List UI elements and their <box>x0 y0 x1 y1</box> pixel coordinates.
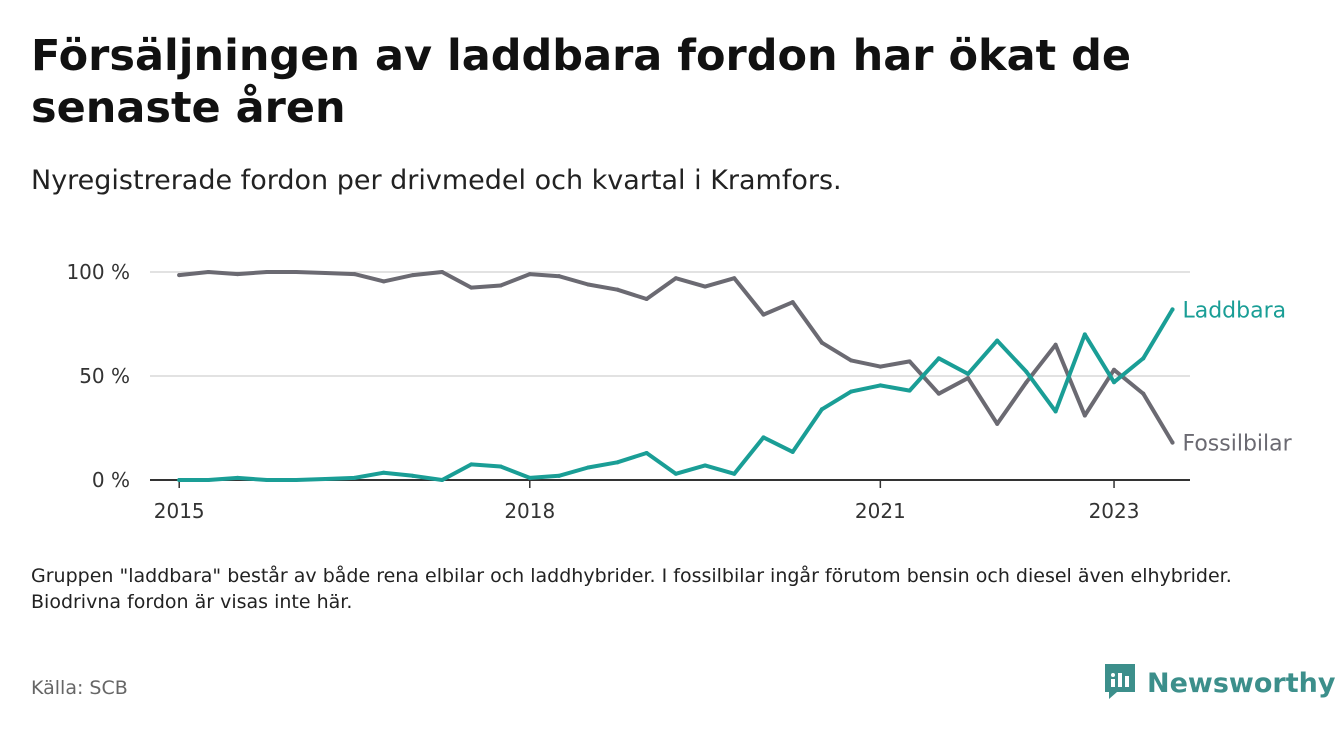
data-point <box>235 475 240 480</box>
data-point <box>323 476 328 481</box>
data-point <box>761 435 766 440</box>
data-point <box>381 279 386 284</box>
data-point <box>498 464 503 469</box>
data-point <box>469 285 474 290</box>
chart-note: Gruppen "laddbara" består av både rena e… <box>31 565 1232 613</box>
data-point <box>1112 367 1117 372</box>
chart-title: Försäljningen av laddbara fordon har öka… <box>31 31 1132 133</box>
data-point <box>586 465 591 470</box>
y-axis-ticks: 0 % 50 % 100 % <box>66 260 130 492</box>
fossilbilar-line <box>177 270 1175 445</box>
data-point <box>732 276 737 281</box>
data-point <box>673 276 678 281</box>
data-point <box>790 300 795 305</box>
data-point <box>352 475 357 480</box>
label-laddbara: Laddbara <box>1182 298 1286 323</box>
data-point <box>1141 356 1146 361</box>
data-point <box>878 364 883 369</box>
data-point <box>1112 380 1117 385</box>
data-point <box>849 358 854 363</box>
data-point <box>849 389 854 394</box>
data-point <box>1082 332 1087 337</box>
data-point <box>177 478 182 482</box>
data-point <box>527 272 532 277</box>
data-point <box>294 478 299 482</box>
x-tick-label: 2023 <box>1089 499 1140 523</box>
data-point <box>498 283 503 288</box>
data-point <box>1024 369 1029 374</box>
data-point <box>527 475 532 480</box>
data-point <box>1082 413 1087 418</box>
data-point <box>294 270 299 274</box>
data-point <box>1053 409 1058 414</box>
data-point <box>235 272 240 277</box>
laddbara-line <box>177 307 1175 482</box>
data-point <box>644 297 649 302</box>
data-point <box>878 383 883 388</box>
data-point <box>586 282 591 287</box>
series-lines <box>177 270 1175 482</box>
data-point <box>819 407 824 412</box>
y-tick-label: 50 % <box>79 364 130 388</box>
data-point <box>177 273 182 278</box>
data-point <box>761 312 766 317</box>
source-text: Källa: SCB <box>31 677 128 699</box>
y-tick-label: 0 % <box>92 468 130 492</box>
data-point <box>1024 380 1029 385</box>
data-point <box>907 388 912 393</box>
data-point <box>1141 391 1146 396</box>
data-point <box>264 270 269 274</box>
chart-subtitle: Nyregistrerade fordon per drivmedel och … <box>31 165 842 196</box>
y-tick-label: 100 % <box>66 260 130 284</box>
brand-name: Newsworthy <box>1147 667 1336 699</box>
data-point <box>352 272 357 277</box>
data-point <box>907 359 912 364</box>
data-point <box>1170 440 1175 445</box>
data-point <box>1053 342 1058 347</box>
x-tick-label: 2021 <box>855 499 906 523</box>
data-point <box>732 471 737 476</box>
data-point <box>965 376 970 381</box>
gridlines <box>150 271 1190 481</box>
data-point <box>1170 307 1175 312</box>
brand-logo[interactable]: Newsworthy <box>1103 662 1335 704</box>
data-point <box>410 473 415 478</box>
x-tick-label: 2015 <box>154 499 205 523</box>
data-point <box>819 340 824 345</box>
data-point <box>206 270 211 274</box>
data-point <box>206 478 211 482</box>
data-point <box>323 271 328 276</box>
data-point <box>556 274 561 279</box>
data-point <box>703 284 708 289</box>
label-fossilbilar: Fossilbilar <box>1182 432 1292 457</box>
x-axis-ticks: 2015 2018 2021 2023 <box>154 480 1140 523</box>
data-point <box>615 287 620 292</box>
data-point <box>381 470 386 475</box>
data-point <box>965 371 970 376</box>
data-point <box>673 471 678 476</box>
data-point <box>615 460 620 465</box>
data-point <box>790 449 795 454</box>
data-point <box>410 273 415 278</box>
data-point <box>936 391 941 396</box>
data-point <box>995 421 1000 426</box>
series-labels: Fossilbilar Laddbara <box>1182 298 1292 456</box>
data-point <box>703 463 708 468</box>
data-point <box>995 338 1000 343</box>
data-point <box>469 462 474 467</box>
x-tick-label: 2018 <box>504 499 555 523</box>
data-point <box>440 270 445 274</box>
data-point <box>936 356 941 361</box>
data-point <box>264 478 269 482</box>
data-point <box>644 450 649 455</box>
data-point <box>556 473 561 478</box>
data-point <box>440 478 445 482</box>
newsworthy-logo-icon <box>1103 662 1137 704</box>
